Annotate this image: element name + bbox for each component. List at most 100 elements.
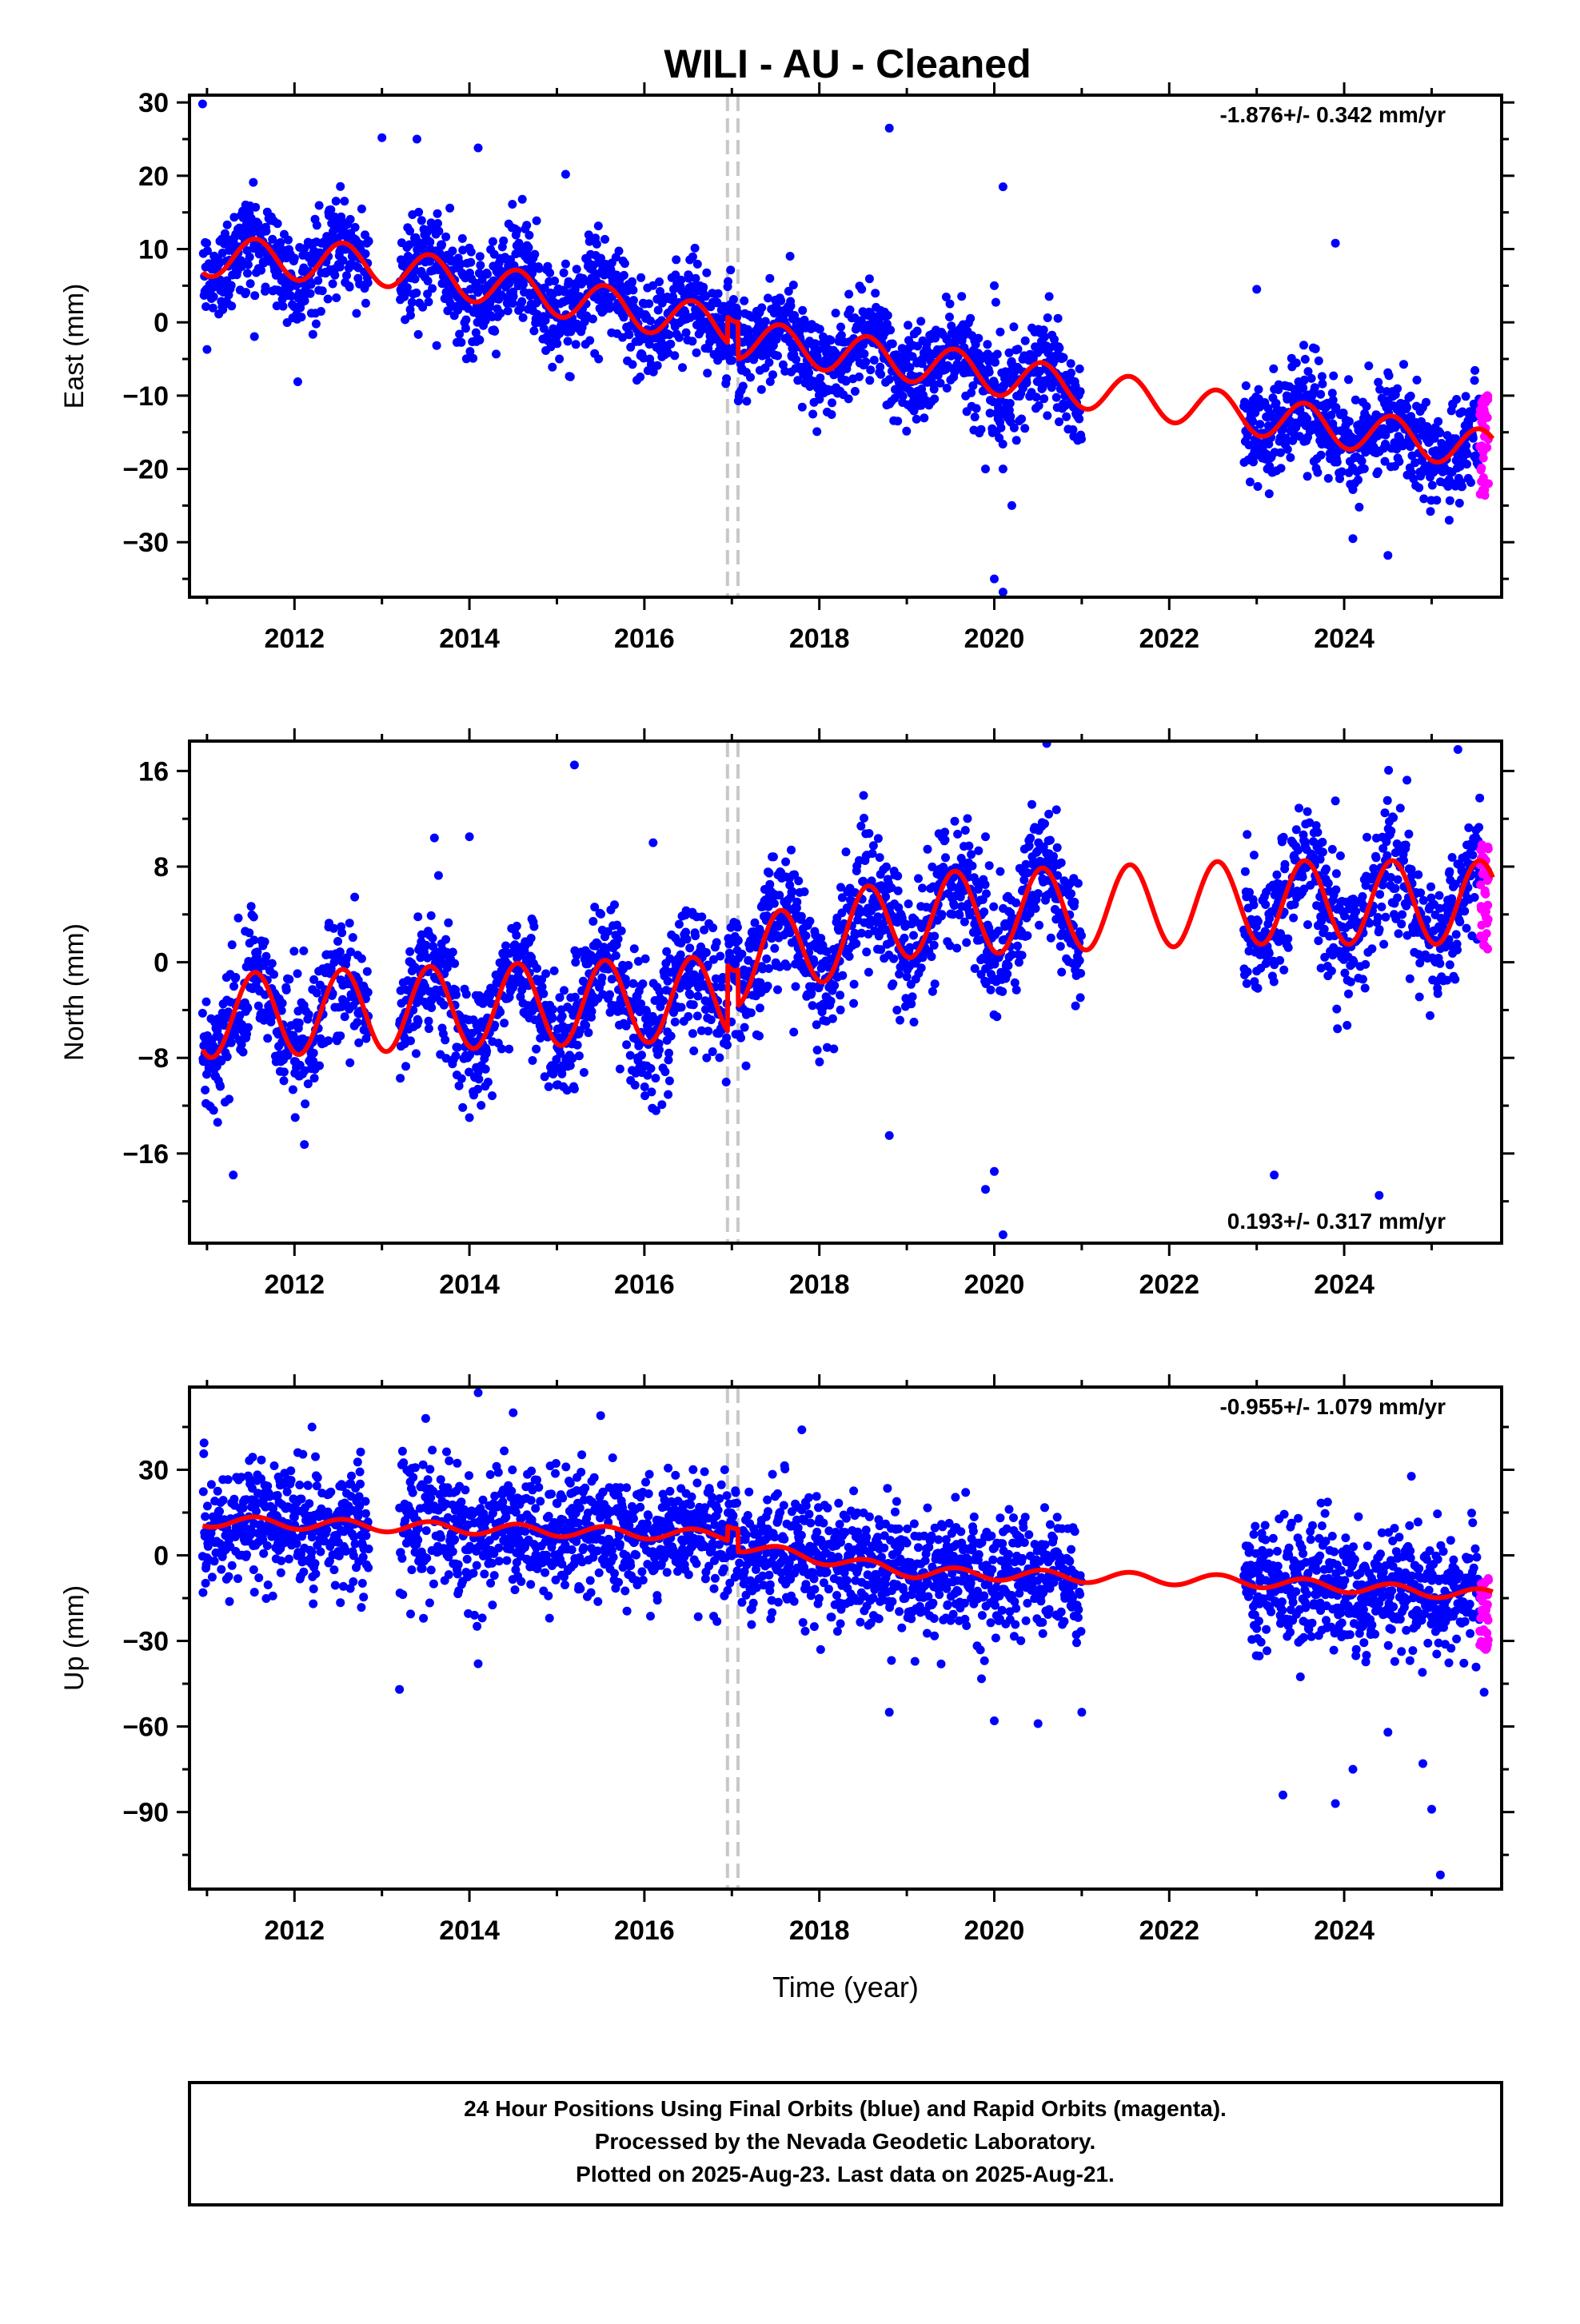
north-final-point [560,986,569,995]
north-final-point [1031,904,1040,913]
east-rapid-point [1477,464,1486,472]
north-final-point [842,847,851,856]
north-final-point [268,959,277,968]
north-final-point [345,1058,354,1067]
north-final-point [708,1047,717,1056]
east-final-point [475,336,484,345]
east-outlier-point [413,135,421,144]
east-final-point [1021,337,1030,345]
north-final-point [584,1028,592,1037]
north-final-point [247,902,256,911]
east-final-point [916,317,925,325]
east-final-point [831,349,840,357]
north-final-point [712,938,721,947]
north-final-point [896,1016,904,1025]
north-final-point [894,887,903,895]
north-final-point [677,1003,686,1012]
east-final-point [733,308,742,317]
north-final-point [1283,935,1292,943]
east-final-point [692,274,700,283]
north-final-point [1040,819,1049,828]
east-final-point [1032,393,1041,401]
east-final-point [1055,417,1063,426]
east-rapid-point [1481,409,1490,418]
east-final-point [930,395,939,404]
east-final-point [787,301,796,310]
east-final-point [620,259,629,268]
east-final-point [993,350,1002,359]
east-final-point [276,238,285,247]
east-outlier-point [1331,239,1340,248]
east-final-point [628,360,637,369]
east-final-point [912,415,921,424]
east-final-point [1017,415,1026,424]
east-final-point [688,337,696,345]
east-final-point [1006,399,1015,408]
north-final-point [1027,800,1036,809]
east-final-point [974,334,983,343]
east-final-point [1318,380,1327,389]
east-final-point [1299,341,1308,349]
east-final-point [714,289,723,298]
north-final-point [285,975,293,984]
north-final-point [740,1023,749,1032]
east-final-point [1385,371,1394,380]
north-final-point [425,1024,433,1033]
north-final-point [622,1040,631,1049]
east-final-point [1446,496,1454,505]
north-final-point [862,947,871,956]
east-final-point [1075,415,1083,424]
east-final-point [1374,468,1382,476]
east-x-tick-label: 2014 [439,624,500,654]
north-final-point [1299,873,1307,882]
east-final-point [428,284,437,293]
east-final-point [476,261,485,269]
north-final-point [429,934,437,943]
east-final-point [888,340,897,349]
north-final-point [244,1023,253,1032]
east-final-point [1399,360,1408,369]
north-final-point [980,907,988,916]
east-final-point [306,289,315,298]
north-final-point [234,914,243,923]
east-final-point [902,427,911,436]
north-final-point [787,846,796,855]
north-final-point [1327,967,1336,975]
north-final-point [1243,979,1251,988]
north-final-point [413,912,422,921]
north-final-point [1076,993,1085,1002]
north-final-point [201,1086,209,1094]
north-final-point [614,935,623,943]
east-final-point [792,355,800,364]
east-final-point [1012,436,1021,444]
north-final-point [734,936,743,945]
north-final-point [1053,843,1062,852]
north-final-point [557,1070,566,1078]
north-final-point [665,1077,674,1086]
north-final-point [829,1045,838,1054]
east-final-point [991,358,999,367]
east-final-point [223,221,232,229]
east-final-point [1045,292,1054,301]
north-final-point [1052,805,1061,814]
north-final-point [336,1031,345,1040]
north-final-point [989,903,998,911]
east-final-point [798,403,807,412]
north-final-point [291,1113,300,1122]
east-final-point [1406,392,1415,401]
east-final-point [798,306,807,315]
north-final-point [908,992,917,1001]
north-final-point [893,871,902,880]
north-final-point [1270,978,1279,987]
north-final-point [269,970,278,979]
north-final-point [664,1049,673,1058]
north-final-point [1275,956,1284,965]
north-final-point [441,1035,449,1044]
east-final-point [519,280,528,289]
east-x-tick-label: 2012 [264,624,325,654]
east-final-point [857,285,866,293]
east-final-point [624,330,633,339]
east-final-point [729,295,738,304]
east-final-point [764,358,773,367]
north-final-point [350,893,359,902]
